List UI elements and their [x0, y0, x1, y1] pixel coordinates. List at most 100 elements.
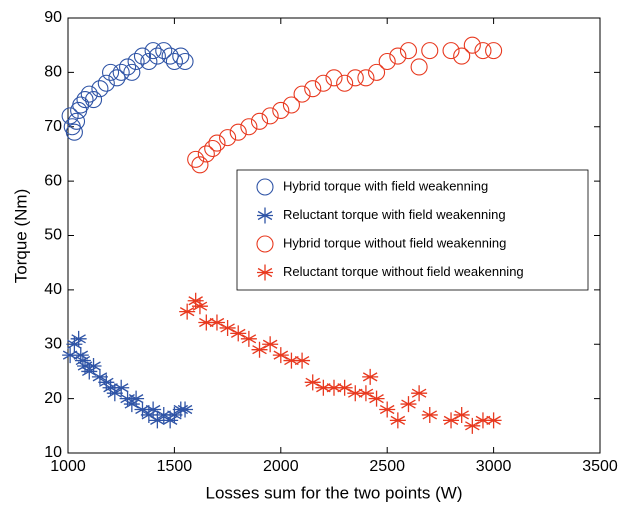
- data-point: [123, 396, 140, 413]
- data-point: [325, 69, 343, 87]
- data-point: [166, 406, 183, 423]
- data-point: [112, 63, 130, 81]
- data-point: [304, 80, 322, 98]
- data-point: [67, 112, 86, 130]
- data-point: [378, 52, 396, 71]
- data-point: [72, 96, 90, 114]
- data-point: [326, 379, 342, 396]
- data-point: [347, 385, 364, 402]
- data-point: [127, 52, 145, 71]
- data-point: [108, 69, 126, 87]
- data-point: [74, 352, 91, 369]
- data-point: [144, 42, 162, 60]
- data-point: [106, 385, 123, 402]
- legend-marker: [256, 178, 274, 196]
- legend-text: Reluctant torque with field weakenning: [283, 207, 506, 222]
- data-point: [145, 401, 162, 418]
- y-tick-label: 70: [44, 118, 62, 135]
- data-point: [315, 379, 332, 396]
- data-point: [421, 406, 438, 423]
- data-point: [474, 42, 492, 60]
- data-point: [463, 36, 481, 54]
- data-point: [485, 412, 502, 429]
- data-point: [191, 298, 208, 315]
- data-point: [240, 330, 257, 347]
- data-point: [219, 129, 237, 147]
- data-point: [123, 63, 141, 81]
- data-point: [134, 401, 151, 418]
- legend: [236, 169, 589, 291]
- data-point: [208, 314, 225, 331]
- y-tick-label: 30: [44, 335, 62, 352]
- legend-text: Reluctant torque without field weakennin…: [283, 264, 524, 279]
- y-tick-label: 60: [44, 172, 62, 189]
- data-point: [77, 358, 94, 374]
- data-point: [230, 325, 247, 342]
- data-point: [197, 145, 215, 163]
- data-point: [187, 292, 204, 309]
- data-point: [119, 58, 137, 76]
- data-point: [346, 69, 364, 87]
- data-point: [176, 52, 194, 71]
- data-point: [119, 390, 136, 407]
- legend-marker: [256, 235, 274, 253]
- data-point: [294, 352, 311, 369]
- legend-marker: [257, 207, 273, 224]
- data-point: [474, 412, 491, 429]
- data-point: [485, 42, 503, 60]
- data-point: [177, 401, 194, 418]
- data-point: [208, 134, 226, 152]
- data-point: [172, 47, 190, 65]
- x-tick-label: 3500: [582, 458, 618, 475]
- data-point: [191, 156, 209, 174]
- data-point: [314, 74, 332, 92]
- data-point: [400, 396, 417, 413]
- data-point: [443, 412, 460, 429]
- y-tick-label: 20: [44, 390, 62, 407]
- data-point: [84, 91, 103, 109]
- data-point: [250, 112, 269, 130]
- data-point: [379, 401, 396, 418]
- y-tick-label: 80: [44, 64, 62, 81]
- data-point: [155, 42, 173, 60]
- x-tick-label: 2500: [369, 458, 405, 475]
- data-point: [91, 368, 108, 385]
- data-point: [304, 374, 321, 391]
- data-point: [161, 47, 179, 65]
- data-point: [66, 336, 83, 353]
- data-point: [102, 63, 120, 81]
- data-point: [85, 358, 102, 374]
- data-point: [65, 123, 83, 141]
- data-point: [464, 417, 481, 434]
- data-point: [389, 412, 406, 429]
- data-point: [282, 96, 300, 114]
- data-point: [293, 85, 311, 103]
- x-axis-label: Losses sum for the two points (W): [206, 483, 463, 502]
- data-point: [336, 74, 354, 92]
- legend-marker: [257, 264, 273, 281]
- data-point: [357, 385, 374, 402]
- data-point: [61, 107, 79, 125]
- data-point: [272, 347, 289, 364]
- legend-text: Hybrid torque without field weakenning: [283, 235, 506, 250]
- data-point: [283, 352, 300, 369]
- x-tick-label: 3000: [476, 458, 512, 475]
- data-point: [62, 347, 79, 364]
- y-tick-label: 10: [44, 444, 62, 461]
- data-point: [261, 107, 279, 125]
- data-point: [453, 406, 470, 423]
- data-point: [368, 390, 385, 407]
- data-point: [81, 363, 98, 380]
- data-point: [91, 80, 109, 98]
- data-point: [453, 47, 471, 65]
- data-point: [357, 69, 375, 87]
- y-axis-label: Torque (Nm): [11, 189, 30, 283]
- x-tick-label: 1000: [50, 458, 86, 475]
- data-point: [187, 150, 205, 168]
- data-point: [97, 74, 115, 92]
- legend-text: Hybrid torque with field weakenning: [283, 178, 488, 193]
- data-point: [140, 52, 158, 71]
- data-point: [272, 101, 290, 119]
- data-point: [421, 42, 439, 60]
